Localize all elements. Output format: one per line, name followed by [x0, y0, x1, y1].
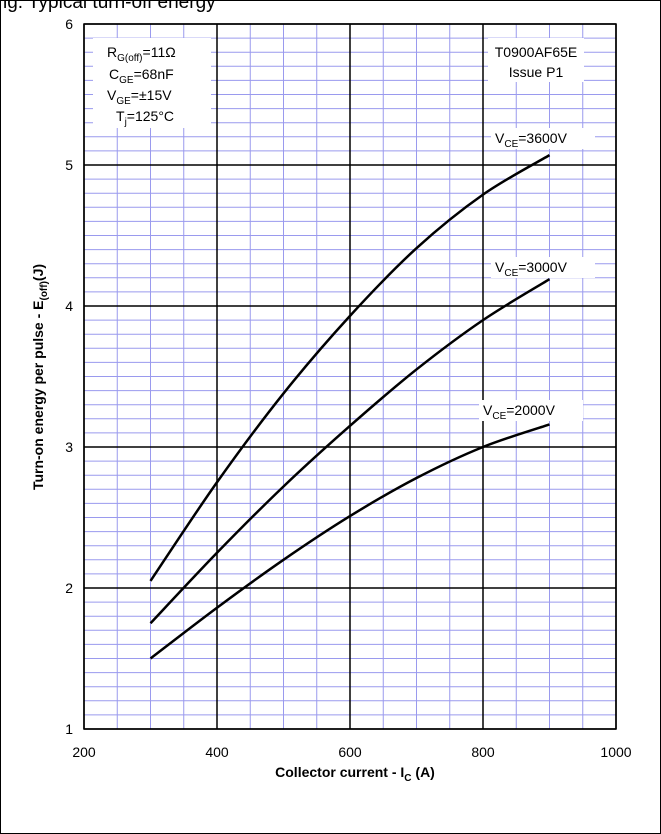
y-tick-label: 4 — [65, 298, 73, 314]
x-axis-title: Collector current - IC (A) — [275, 764, 435, 784]
x-tick-labels: 200 400 600 800 1000 — [72, 744, 631, 760]
part-box-bg — [488, 38, 584, 82]
x-tick-label: 800 — [471, 744, 495, 760]
x-tick-label: 200 — [72, 744, 96, 760]
x-tick-label: 400 — [205, 744, 229, 760]
series-label: VCE=2000V — [483, 402, 556, 422]
condition-tj: Tj=125°C — [116, 108, 174, 128]
series-label: VCE=3000V — [495, 259, 568, 279]
part-number: T0900AF65E — [495, 44, 578, 60]
series-label-bg — [491, 257, 595, 278]
y-tick-label: 3 — [65, 439, 73, 455]
y-tick-label: 1 — [65, 721, 73, 737]
series-line-2000 — [149, 423, 550, 660]
figure-title: ig. Typical turn-off energy — [3, 0, 216, 13]
y-tick-label: 6 — [65, 16, 73, 32]
series-line-3600 — [149, 154, 551, 582]
y-tick-labels: 1 2 3 4 5 6 — [65, 16, 73, 737]
conditions-box-bg — [93, 38, 211, 128]
x-tick-label: 600 — [338, 744, 362, 760]
y-tick-label: 5 — [65, 157, 73, 173]
series-lines — [149, 154, 551, 660]
condition-vge: VGE=±15V — [107, 87, 172, 107]
x-tick-label: 1000 — [600, 744, 631, 760]
issue-label: Issue P1 — [509, 64, 564, 80]
condition-cge: CGE=68nF — [109, 66, 174, 86]
series-line-3000 — [149, 278, 551, 625]
condition-rgoff: RG(off)=11Ω — [107, 44, 176, 64]
plot-area-border — [83, 23, 617, 730]
series-label: VCE=3600V — [495, 130, 568, 150]
series-labels: VCE=3600V VCE=3000V VCE=2000V — [479, 128, 595, 422]
series-label-bg — [479, 400, 583, 421]
y-tick-label: 2 — [65, 580, 73, 596]
y-axis-title: Turn-on energy per pulse - E(off)(J) — [30, 264, 50, 490]
series-label-bg — [491, 128, 595, 149]
